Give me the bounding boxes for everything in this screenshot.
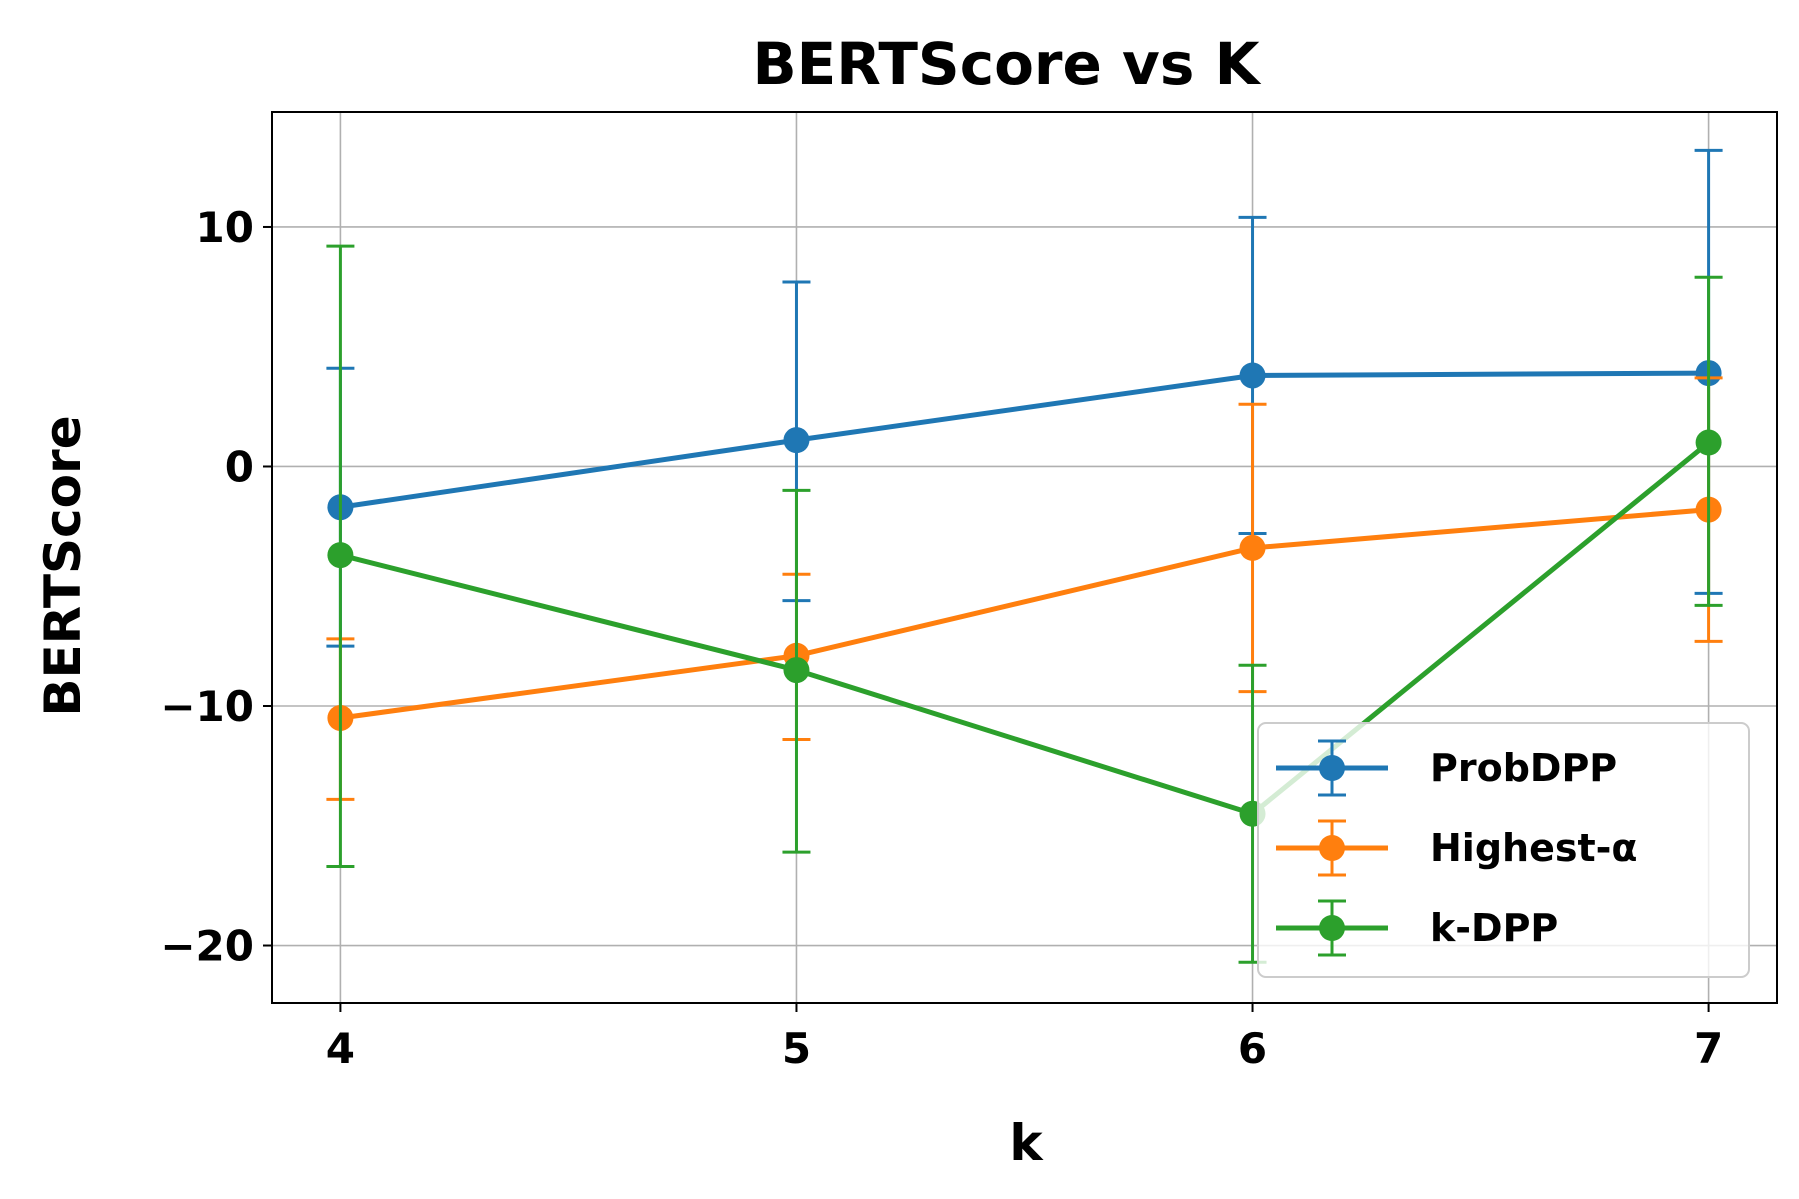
data-point: [783, 427, 810, 454]
y-tick-label: −20: [160, 922, 254, 971]
x-tick-label: 5: [782, 1024, 811, 1073]
y-tick-label: 10: [196, 203, 254, 252]
y-tick-label: 0: [225, 442, 254, 491]
legend-marker: [1319, 915, 1345, 941]
data-point: [783, 657, 810, 684]
legend-marker: [1319, 835, 1345, 861]
legend-label: Highest-α: [1430, 826, 1638, 870]
axes: 4 5 6 7 −20 −10 0 10: [160, 203, 1723, 1073]
data-point: [1695, 429, 1722, 456]
y-axis-label: BERTScore: [34, 415, 92, 716]
x-axis-label: k: [1009, 1114, 1044, 1172]
series-line: [340, 507, 1709, 721]
x-tick-label: 7: [1694, 1024, 1723, 1073]
plot-frame: [271, 111, 1778, 1004]
legend-item: Highest-α: [1276, 819, 1638, 877]
series-line: [339, 440, 1711, 817]
legend-label: ProbDPP: [1430, 746, 1617, 790]
data-point: [1239, 534, 1266, 561]
chart-title: BERTScore vs K: [752, 30, 1261, 98]
legend-marker: [1319, 755, 1345, 781]
series-line: [340, 370, 1709, 510]
legend-label: k-DPP: [1430, 906, 1558, 950]
legend-item: ProbDPP: [1276, 739, 1617, 797]
series-3: [326, 244, 1723, 964]
data-point: [1239, 362, 1266, 389]
data-point: [327, 542, 354, 569]
plot-area: [326, 148, 1723, 964]
x-tick-label: 4: [326, 1024, 355, 1073]
legend: ProbDPP Highest-α k-DPP: [1257, 722, 1750, 978]
x-tick-label: 6: [1238, 1024, 1267, 1073]
legend-box: [1257, 722, 1750, 978]
legend-item: k-DPP: [1276, 899, 1558, 957]
y-tick-label: −10: [160, 682, 254, 731]
